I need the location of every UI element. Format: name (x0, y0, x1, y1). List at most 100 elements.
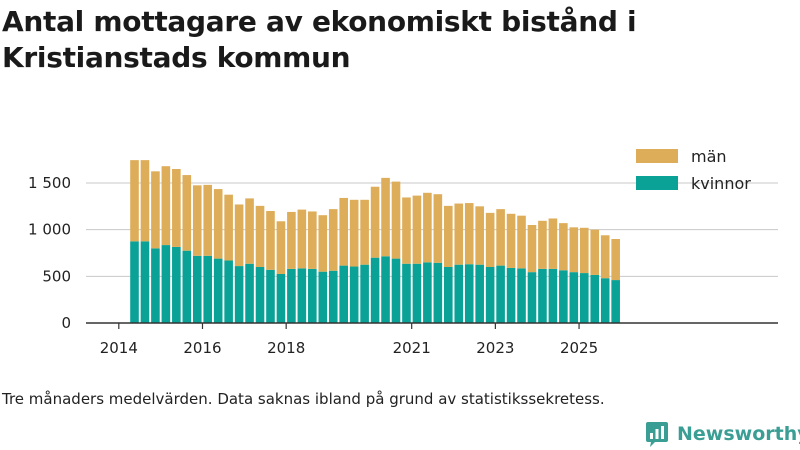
bar-män (600, 235, 610, 279)
bar-kvinnor (276, 274, 286, 323)
bar-män (611, 239, 620, 281)
bar-kvinnor (297, 268, 307, 323)
bar-män (308, 211, 317, 269)
bar-män (140, 160, 150, 242)
bar-kvinnor (444, 267, 453, 323)
bar-män (245, 198, 254, 264)
x-tick-label: 2021 (393, 339, 431, 357)
brand-name: Newsworthy (677, 423, 800, 445)
bar-kvinnor (412, 263, 422, 323)
bar-kvinnor (506, 267, 516, 323)
bar-män (433, 194, 443, 263)
bar-män (548, 218, 558, 269)
newsworthy-logo-icon (646, 422, 668, 447)
x-tick-label: 2023 (476, 339, 514, 357)
bar-män (192, 185, 202, 256)
legend-swatch-män (636, 149, 678, 163)
bar-män (412, 195, 422, 264)
y-tick-label: 500 (42, 267, 71, 285)
x-tick-label: 2018 (267, 339, 305, 357)
bar-kvinnor (464, 264, 474, 323)
bar-kvinnor (559, 270, 568, 323)
legend-swatch-kvinnor (636, 176, 678, 190)
bar-kvinnor (203, 255, 213, 323)
bar-kvinnor (423, 262, 432, 323)
bar-kvinnor (140, 241, 150, 323)
bar-kvinnor (569, 272, 579, 323)
bar-män (297, 209, 307, 269)
chart-footnote: Tre månaders medelvärden. Data saknas ib… (2, 390, 605, 408)
bar-män (255, 205, 265, 267)
bar-män (590, 229, 600, 275)
bar-kvinnor (266, 269, 275, 323)
bar-män (360, 199, 369, 265)
x-tick-label: 2025 (560, 339, 598, 357)
bar-män (182, 175, 192, 251)
bar-kvinnor (192, 255, 202, 323)
legend: män kvinnor (636, 147, 751, 193)
bar-män (370, 186, 380, 258)
bar-kvinnor (538, 268, 547, 323)
bar-män (506, 213, 516, 268)
bar-kvinnor (245, 263, 254, 323)
x-axis: 2014 2016 2018 2021 2023 2025 (100, 323, 598, 357)
bar-kvinnor (182, 250, 192, 323)
bar-kvinnor (328, 270, 338, 323)
bar-män (172, 169, 181, 247)
bar-kvinnor (255, 267, 265, 323)
bar-kvinnor (475, 264, 484, 323)
y-axis: 0 500 1 000 1 500 (28, 174, 71, 332)
bar-män (381, 177, 390, 257)
x-tick-label: 2016 (183, 339, 221, 357)
bar-män (538, 220, 547, 269)
bar-män (224, 194, 233, 261)
bar-män (475, 206, 484, 265)
bar-män (423, 192, 432, 263)
bar-män (130, 160, 139, 242)
y-tick-label: 1 500 (28, 174, 71, 192)
bar-män (485, 212, 495, 267)
bar-kvinnor (161, 245, 171, 323)
bar-män (464, 203, 474, 265)
bar-kvinnor (496, 265, 505, 323)
bar-kvinnor (381, 256, 390, 323)
bar-kvinnor (370, 257, 380, 323)
legend-label-män: män (691, 147, 727, 166)
bar-män (527, 225, 537, 273)
bar-män (391, 181, 401, 259)
chart-title: Antal mottagare av ekonomiskt bistånd i … (2, 5, 637, 74)
bar-män (287, 211, 296, 269)
bar-kvinnor (308, 268, 317, 323)
bar-kvinnor (485, 267, 495, 323)
bar-män (349, 199, 359, 267)
bar-män (402, 197, 411, 264)
bar-kvinnor (454, 264, 464, 323)
bar-män (276, 221, 286, 274)
bar-kvinnor (391, 258, 401, 323)
bar-kvinnor (433, 262, 443, 323)
bar-kvinnor (548, 268, 558, 323)
bar-kvinnor (349, 266, 359, 323)
bar-kvinnor (172, 246, 181, 323)
bar-män (517, 215, 526, 269)
bar-män (328, 209, 338, 271)
bar-kvinnor (130, 241, 139, 323)
bar-kvinnor (213, 258, 223, 323)
bar-män (339, 197, 348, 266)
bar-kvinnor (517, 268, 526, 323)
bar-kvinnor (224, 260, 233, 323)
bar-kvinnor (360, 264, 369, 323)
bar-män (569, 227, 579, 273)
bar-kvinnor (527, 272, 537, 323)
bar-kvinnor (402, 263, 411, 323)
x-tick-label: 2014 (100, 339, 138, 357)
y-tick-label: 0 (61, 314, 71, 332)
bar-män (151, 171, 160, 249)
bar-kvinnor (600, 278, 610, 323)
bar-män (559, 223, 568, 271)
bar-kvinnor (611, 280, 620, 323)
bar-kvinnor (590, 274, 600, 323)
bar-kvinnor (151, 248, 160, 323)
brand-logo[interactable]: Newsworthy (645, 420, 800, 448)
